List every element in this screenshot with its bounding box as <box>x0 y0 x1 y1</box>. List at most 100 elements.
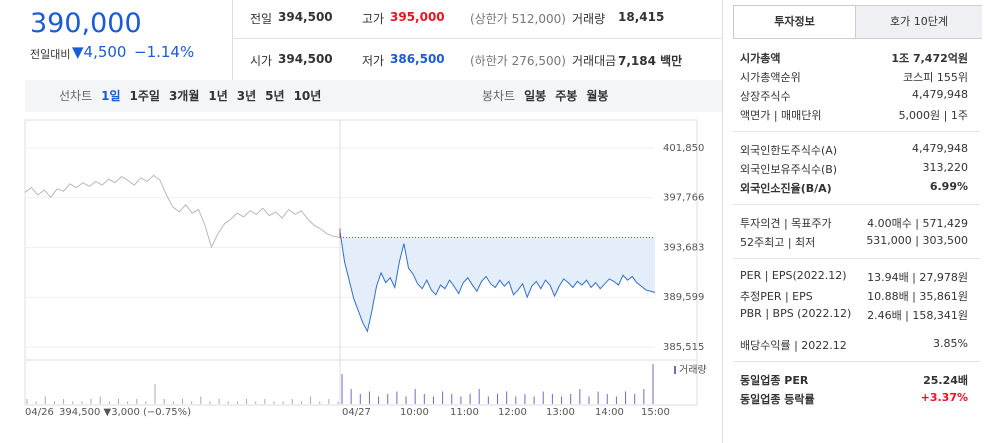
info-label: 투자의견 | 목표주가 <box>740 217 832 230</box>
price-line <box>339 231 656 333</box>
info-value: 531,000 | 303,500 <box>866 234 968 247</box>
info-label: 추정PER | EPS <box>740 290 813 303</box>
price: 390,000 <box>30 8 142 39</box>
prev-info: 394,500 ▼3,000 (−0.75%) <box>59 407 191 418</box>
toolbar-item[interactable]: 10년 <box>293 89 322 103</box>
x-tick-label: 15:00 <box>641 407 670 418</box>
toolbar-item[interactable]: 월봉 <box>586 89 609 103</box>
y-tick-label: 393,683 <box>663 242 704 253</box>
stat-value: 394,500 <box>278 10 333 24</box>
info-value: 코스피 155위 <box>903 71 968 84</box>
stat-note: (상한가 512,000) <box>470 12 566 26</box>
divider <box>733 258 980 259</box>
stat-label: 전일 <box>250 12 273 26</box>
x-tick-label: 14:00 <box>595 407 624 418</box>
info-row: 추정PER | EPS 10.88배 | 35,861원 <box>740 288 968 306</box>
stat-note: (하한가 276,500) <box>470 54 566 68</box>
stat-value: 395,000 <box>390 10 445 24</box>
info-label: PER | EPS(2022.12) <box>740 269 847 282</box>
info-value: 3.85% <box>933 337 968 350</box>
x-tick-label: 10:00 <box>400 407 429 418</box>
stat-label: 고가 <box>362 12 385 26</box>
info-value: 2.46배 | 158,341원 <box>867 309 968 322</box>
info-value: 4,479,948 <box>912 142 968 155</box>
toolbar-item[interactable]: 1주일 <box>129 89 160 103</box>
stat-value: 386,500 <box>390 52 445 66</box>
info-row: 배당수익률 | 2022.12 3.85% <box>740 337 968 355</box>
info-label: 동일업종 등락률 <box>740 393 815 406</box>
toolbar: 선차트 1일 1주일 3개월 1년 3년 5년 10년 봉차트 일봉 주봉 월봉 <box>25 80 722 112</box>
y-tick-label: 385,515 <box>663 342 704 353</box>
info-label: 외국인한도주식수(A) <box>740 144 838 157</box>
volume-frame <box>24 359 698 406</box>
toolbar-item[interactable]: 주봉 <box>555 89 578 103</box>
toolbar-item[interactable]: 3년 <box>236 89 257 103</box>
volume-label: 거래량 <box>679 364 707 376</box>
info-label: 외국인보유주식수(B) <box>740 163 838 176</box>
area <box>340 231 655 332</box>
info-label: 52주최고 | 최저 <box>740 236 816 249</box>
info-row: 52주최고 | 최저 531,000 | 303,500 <box>740 234 968 252</box>
info-value: +3.37% <box>920 391 968 404</box>
y-tick-label: 401,850 <box>663 143 704 154</box>
tab[interactable]: 호가 10단계 <box>855 6 982 38</box>
toolbar-item[interactable]: 일봉 <box>524 89 547 103</box>
y-tick-label: 397,766 <box>663 193 704 204</box>
tabs: 투자정보 호가 10단계 <box>733 5 982 39</box>
y-tick-label: 389,599 <box>663 292 704 303</box>
toolbar-item[interactable]: 5년 <box>265 89 285 103</box>
info-label: 배당수익률 | 2022.12 <box>740 339 847 352</box>
toolbar-label: 봉차트 <box>482 89 516 103</box>
divider <box>733 131 980 132</box>
toolbar-item[interactable]: 3개월 <box>168 89 200 103</box>
info-label: 외국인소진율(B/A) <box>740 182 832 195</box>
prev-date: 04/26 <box>25 407 54 418</box>
change-pct: −1.14% <box>134 43 195 61</box>
tab[interactable]: 투자정보 <box>774 15 815 28</box>
stat-value: 7,184 백만 <box>618 54 683 68</box>
volume-key <box>674 366 676 374</box>
stat-label: 거래대금 <box>572 54 617 68</box>
info-value: 5,000원 | 1주 <box>898 109 968 122</box>
toolbar-item[interactable]: 1일 <box>101 89 121 103</box>
toolbar-label: 선차트 <box>59 89 93 103</box>
info-row: PER | EPS(2022.12) 13.94배 | 27,978원 <box>740 269 968 287</box>
info-label: 시가총액 <box>740 52 781 65</box>
stat-label: 시가 <box>250 54 273 68</box>
info-row: 동일업종 PER 25.24배 <box>740 372 968 390</box>
change: ▼4,500 <box>72 43 127 61</box>
info-row: PBR | BPS (2022.12) 2.46배 | 158,341원 <box>740 307 968 325</box>
info-value: 4,479,948 <box>912 88 968 101</box>
info-row: 시가총액순위 코스피 155위 <box>740 69 968 87</box>
price-chart: 401,850 397,766 393,683 389,599 385,515 거래량 04… <box>24 119 707 418</box>
info-row: 외국인소진율(B/A) 6.99% <box>740 180 968 198</box>
info-value: 25.24배 <box>923 374 968 387</box>
info-row: 상장주식수 4,479,948 <box>740 88 968 106</box>
toolbar-item[interactable]: 1년 <box>208 89 228 103</box>
info-row: 액면가 | 매매단위 5,000원 | 1주 <box>740 107 968 125</box>
info-row: 외국인한도주식수(A) 4,479,948 <box>740 142 968 160</box>
info-value: 10.88배 | 35,861원 <box>867 290 968 303</box>
change-label: 전일대비 <box>30 48 71 61</box>
info-value: 313,220 <box>922 161 969 174</box>
info-row: 동일업종 등락률 +3.37% <box>740 391 968 409</box>
stat-label: 저가 <box>362 54 385 68</box>
stat-value: 394,500 <box>278 52 333 66</box>
info-value: 4.00매수 | 571,429 <box>867 217 968 230</box>
info-value: 13.94배 | 27,978원 <box>867 271 968 284</box>
info-row: 투자의견 | 목표주가 4.00매수 | 571,429 <box>740 215 968 233</box>
info-value: 1조 7,472억원 <box>891 52 968 65</box>
x-tick-label: 11:00 <box>450 407 479 418</box>
stat-label: 거래량 <box>572 12 606 26</box>
info-row: 시가총액 1조 7,472억원 <box>740 50 968 68</box>
price-line <box>24 174 341 249</box>
stat-value: 18,415 <box>618 10 665 24</box>
info-value: 6.99% <box>929 180 968 193</box>
x-tick-label: 12:00 <box>498 407 527 418</box>
x-tick-label: 13:00 <box>546 407 575 418</box>
divider <box>733 361 980 362</box>
info-row: 외국인보유주식수(B) 313,220 <box>740 161 968 179</box>
info-label: PBR | BPS (2022.12) <box>740 307 852 320</box>
info-label: 동일업종 PER <box>740 374 809 387</box>
